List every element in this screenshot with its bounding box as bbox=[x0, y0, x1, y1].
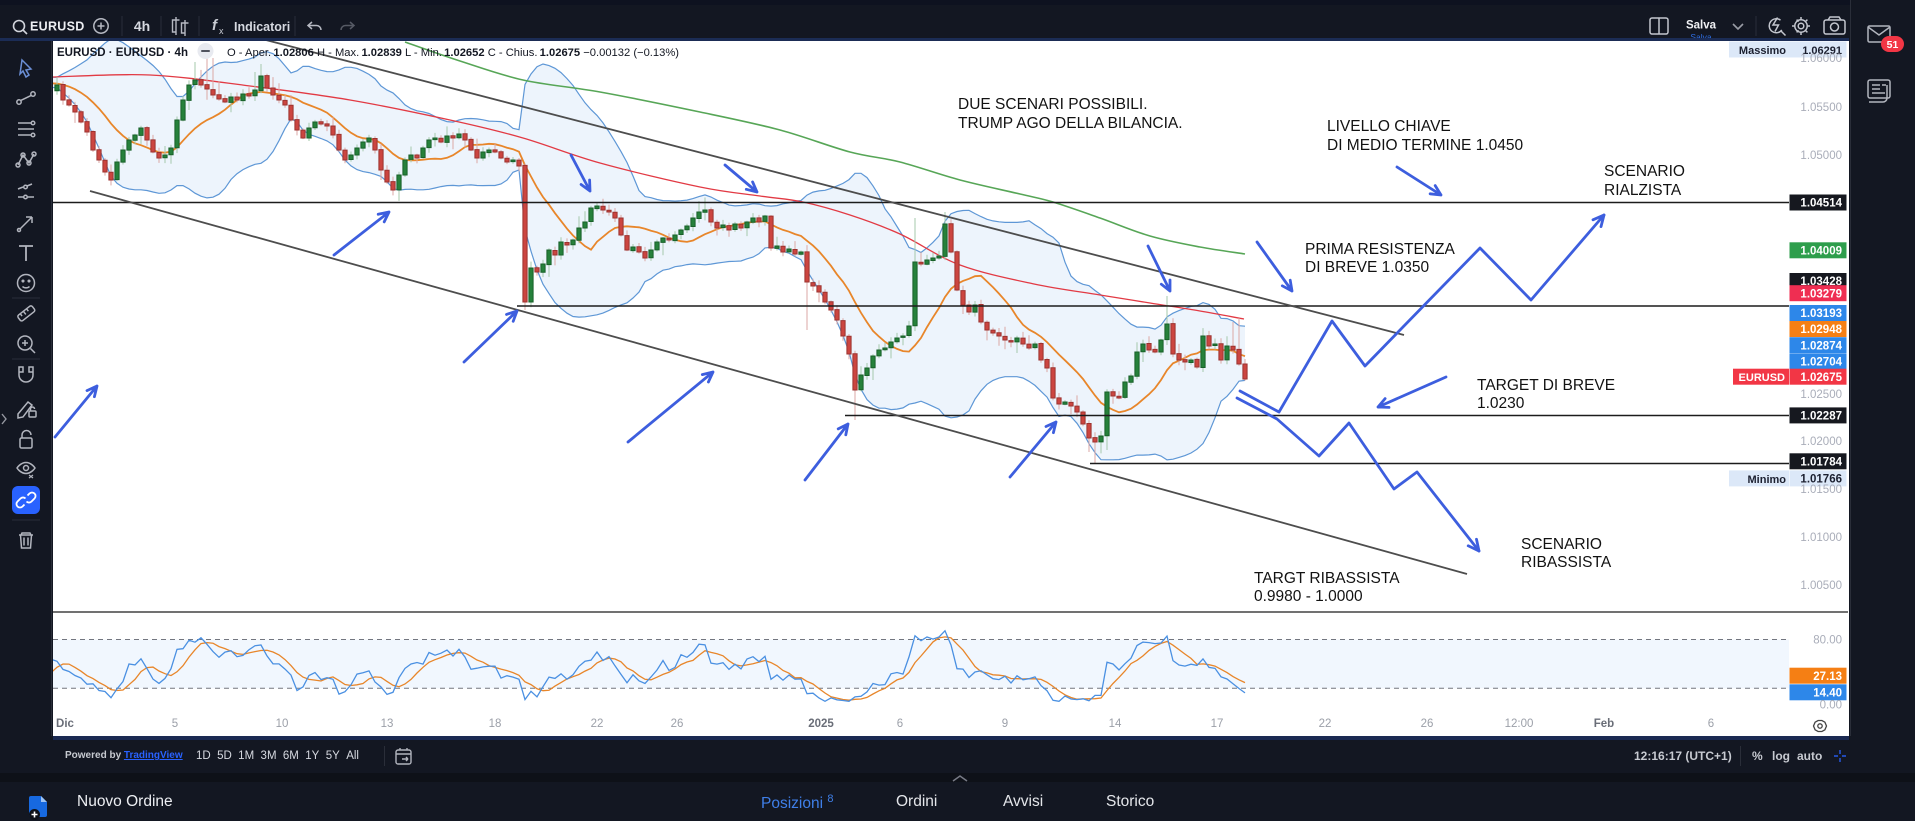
svg-text:1.01766: 1.01766 bbox=[1800, 474, 1842, 486]
svg-text:RIBASSISTA: RIBASSISTA bbox=[1521, 554, 1612, 571]
svg-text:TARGT RIBASSISTA: TARGT RIBASSISTA bbox=[1254, 570, 1400, 587]
svg-text:1.00500: 1.00500 bbox=[1800, 580, 1842, 592]
svg-text:26: 26 bbox=[671, 718, 684, 730]
svg-text:1.06000: 1.06000 bbox=[1800, 53, 1842, 65]
svg-text:6: 6 bbox=[1708, 718, 1714, 730]
svg-text:51: 51 bbox=[1887, 39, 1899, 51]
svg-text:TARGET DI BREVE: TARGET DI BREVE bbox=[1477, 377, 1615, 394]
svg-text:RIALZISTA: RIALZISTA bbox=[1604, 182, 1682, 199]
svg-text:0.00: 0.00 bbox=[1820, 700, 1842, 712]
svg-text:1.02704: 1.02704 bbox=[1800, 357, 1842, 369]
svg-text:1.01784: 1.01784 bbox=[1800, 457, 1842, 469]
svg-text:PRIMA RESISTENZA: PRIMA RESISTENZA bbox=[1305, 241, 1456, 258]
svg-text:13: 13 bbox=[381, 718, 394, 730]
svg-text:EURUSD · EURUSD · 4h: EURUSD · EURUSD · 4h bbox=[57, 47, 188, 59]
svg-text:DUE SCENARI POSSIBILI.: DUE SCENARI POSSIBILI. bbox=[958, 96, 1148, 113]
svg-text:80.00: 80.00 bbox=[1813, 635, 1842, 647]
svg-text:1.02000: 1.02000 bbox=[1800, 436, 1842, 448]
svg-text:14.40: 14.40 bbox=[1813, 688, 1842, 700]
svg-text:LIVELLO CHIAVE: LIVELLO CHIAVE bbox=[1327, 118, 1451, 135]
svg-text:26: 26 bbox=[1421, 718, 1434, 730]
svg-text:14: 14 bbox=[1109, 718, 1122, 730]
svg-text:9: 9 bbox=[1002, 718, 1008, 730]
svg-text:Feb: Feb bbox=[1594, 718, 1614, 730]
svg-text:22: 22 bbox=[1319, 718, 1332, 730]
svg-text:4h: 4h bbox=[134, 18, 150, 34]
svg-text:1.01500: 1.01500 bbox=[1800, 484, 1842, 496]
svg-text:DI BREVE 1.0350: DI BREVE 1.0350 bbox=[1305, 259, 1429, 276]
svg-text:Massimo: Massimo bbox=[1739, 45, 1786, 57]
svg-text:18: 18 bbox=[489, 718, 502, 730]
svg-text:f: f bbox=[212, 17, 219, 34]
svg-text:Minimo: Minimo bbox=[1748, 474, 1787, 486]
svg-text:1.02500: 1.02500 bbox=[1800, 389, 1842, 401]
svg-text:5: 5 bbox=[172, 718, 178, 730]
svg-text:12:00: 12:00 bbox=[1505, 718, 1534, 730]
svg-text:EURUSD: EURUSD bbox=[1739, 372, 1786, 384]
svg-text:1.0230: 1.0230 bbox=[1477, 395, 1525, 412]
svg-text:Dic: Dic bbox=[56, 718, 75, 730]
svg-text:1.04009: 1.04009 bbox=[1800, 246, 1842, 258]
svg-text:1.02874: 1.02874 bbox=[1800, 340, 1842, 352]
svg-text:1.02948: 1.02948 bbox=[1800, 324, 1842, 336]
svg-text:27.13: 27.13 bbox=[1813, 671, 1842, 683]
svg-text:1.03193: 1.03193 bbox=[1800, 308, 1842, 320]
svg-text:Indicatori: Indicatori bbox=[234, 20, 290, 34]
svg-text:Salva: Salva bbox=[1690, 32, 1712, 42]
svg-text:17: 17 bbox=[1211, 718, 1224, 730]
svg-text:1.02287: 1.02287 bbox=[1800, 411, 1842, 423]
svg-text:TRUMP AGO DELLA BILANCIA.: TRUMP AGO DELLA BILANCIA. bbox=[958, 115, 1183, 132]
svg-text:SCENARIO: SCENARIO bbox=[1604, 163, 1685, 180]
svg-text:1.05500: 1.05500 bbox=[1800, 102, 1842, 114]
svg-text:22: 22 bbox=[591, 718, 604, 730]
svg-text:DI MEDIO TERMINE 1.0450: DI MEDIO TERMINE 1.0450 bbox=[1327, 137, 1523, 154]
svg-text:EURUSD: EURUSD bbox=[30, 20, 85, 34]
svg-text:6: 6 bbox=[897, 718, 903, 730]
svg-text:Salva: Salva bbox=[1686, 20, 1717, 32]
svg-text:1.02675: 1.02675 bbox=[1800, 372, 1842, 384]
svg-text:O - Aper. 1.02806 H - Max. 1.: O - Aper. 1.02806 H - Max. 1.02839 L - M… bbox=[227, 47, 679, 59]
svg-text:SCENARIO: SCENARIO bbox=[1521, 536, 1602, 553]
svg-text:1.06291: 1.06291 bbox=[1802, 45, 1842, 57]
svg-text:1.04514: 1.04514 bbox=[1800, 198, 1842, 210]
svg-text:2025: 2025 bbox=[808, 718, 834, 730]
svg-text:1.03279: 1.03279 bbox=[1800, 288, 1842, 300]
svg-text:1.05000: 1.05000 bbox=[1800, 150, 1842, 162]
svg-text:10: 10 bbox=[276, 718, 289, 730]
svg-text:1.01000: 1.01000 bbox=[1800, 532, 1842, 544]
svg-text:x: x bbox=[219, 26, 224, 36]
svg-text:0.9980 - 1.0000: 0.9980 - 1.0000 bbox=[1254, 588, 1363, 605]
